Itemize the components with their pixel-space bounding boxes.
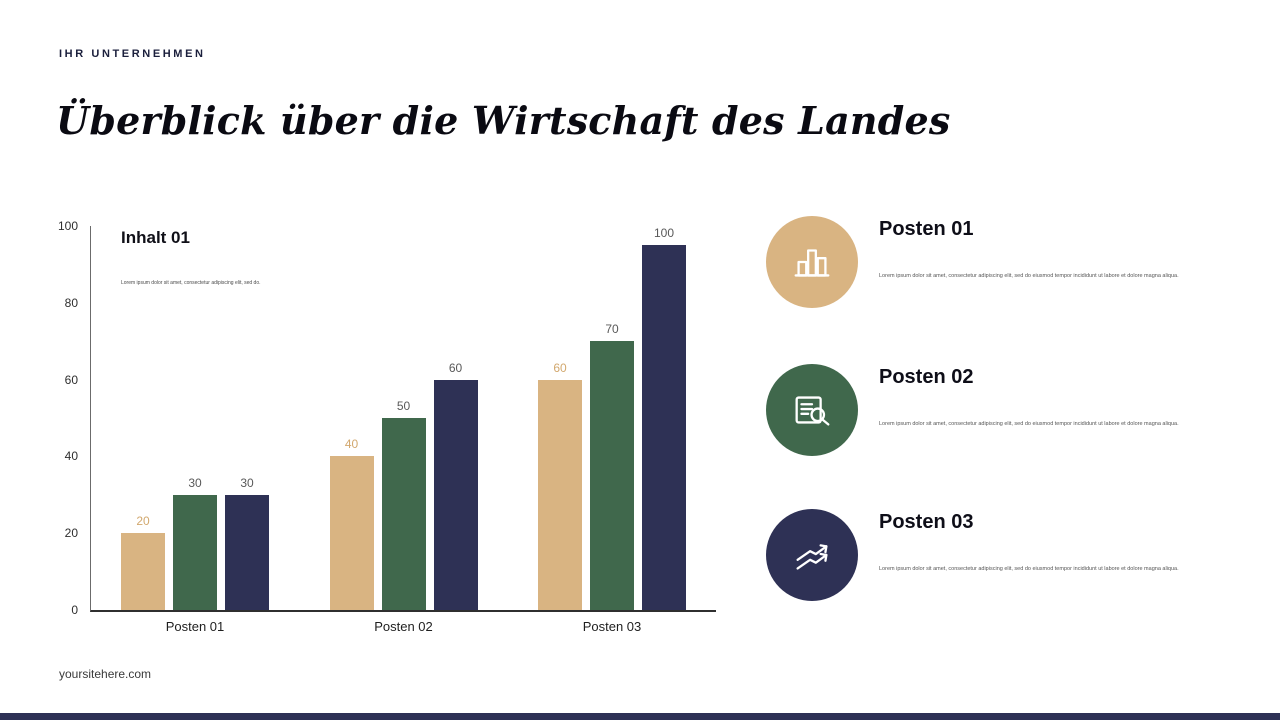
item-description: Lorem ipsum dolor sit amet, consectetur … xyxy=(879,273,1179,279)
chart-heading: Inhalt 01 xyxy=(121,228,190,247)
item-title: Posten 03 xyxy=(879,511,974,533)
bar-group: 20 30 30 xyxy=(121,226,269,610)
bar-tan xyxy=(329,456,374,610)
bar-groups: 20 30 30 40 50 60 60 70 100 xyxy=(91,226,716,610)
bar-column: 60 xyxy=(433,226,478,610)
item-description: Lorem ipsum dolor sit amet, consectetur … xyxy=(879,566,1179,572)
x-axis-label: Posten 02 xyxy=(374,619,433,634)
y-tick-label: 0 xyxy=(71,603,78,617)
bar-column: 70 xyxy=(590,226,634,610)
bar-column: 60 xyxy=(538,226,582,610)
page-title: Überblick über die Wirtschaft des Landes xyxy=(56,98,951,143)
bar-navy xyxy=(225,494,269,610)
bar-group: 40 50 60 xyxy=(329,226,478,610)
growth-arrows-icon xyxy=(766,509,858,601)
bar-chart: 0 20 40 60 80 100 20 30 30 40 50 60 60 70 100 Inhalt … xyxy=(58,220,716,634)
report-search-icon xyxy=(766,364,858,456)
x-axis-label: Posten 03 xyxy=(582,619,642,634)
list-item: Posten 03 Lorem ipsum dolor sit amet, co… xyxy=(766,509,1206,601)
bar-value-label: 60 xyxy=(553,360,567,375)
y-tick-label: 80 xyxy=(64,295,78,310)
bar-group: 60 70 100 xyxy=(538,226,686,610)
bar-navy xyxy=(642,245,686,610)
bar-value-label: 100 xyxy=(653,226,675,240)
bar-column: 50 xyxy=(381,226,426,610)
company-label: IHR UNTERNEHMEN xyxy=(59,48,206,60)
bar-column: 100 xyxy=(642,226,686,610)
y-tick-label: 20 xyxy=(64,526,78,541)
y-tick-label: 40 xyxy=(64,449,78,464)
list-item: Posten 01 Lorem ipsum dolor sit amet, co… xyxy=(766,216,1206,308)
bar-value-label: 20 xyxy=(136,514,150,529)
item-title: Posten 01 xyxy=(879,218,974,240)
bar-chart-icon xyxy=(766,216,858,308)
bar-green xyxy=(173,494,217,610)
x-axis: Posten 01 Posten 02 Posten 03 xyxy=(91,619,716,634)
bar-value-label: 60 xyxy=(448,360,463,375)
bar-value-label: 50 xyxy=(396,399,411,413)
bar-value-label: 40 xyxy=(344,437,359,452)
bar-green xyxy=(381,418,426,610)
bottom-accent-bar xyxy=(0,713,1280,720)
bar-value-label: 30 xyxy=(188,475,202,490)
bar-value-label: 30 xyxy=(240,475,254,490)
bar-column: 30 xyxy=(225,226,269,610)
y-tick-label: 60 xyxy=(64,372,78,387)
bar-column: 40 xyxy=(329,226,374,610)
y-tick-label: 100 xyxy=(57,219,78,233)
bar-value-label: 70 xyxy=(605,322,619,337)
list-item: Posten 02 Lorem ipsum dolor sit amet, co… xyxy=(766,364,1206,456)
bar-tan xyxy=(538,379,582,610)
bar-column: 30 xyxy=(173,226,217,610)
y-axis: 0 20 40 60 80 100 xyxy=(38,220,78,616)
bar-tan xyxy=(121,533,165,610)
item-description: Lorem ipsum dolor sit amet, consectetur … xyxy=(879,421,1179,427)
bar-green xyxy=(590,341,634,610)
bar-column: 20 xyxy=(121,226,165,610)
bar-navy xyxy=(433,379,478,610)
chart-subtext: Lorem ipsum dolor sit amet, consectetur … xyxy=(121,280,261,286)
website-link: yoursitehere.com xyxy=(59,667,152,681)
item-title: Posten 02 xyxy=(879,366,974,388)
x-axis-label: Posten 01 xyxy=(165,619,225,634)
